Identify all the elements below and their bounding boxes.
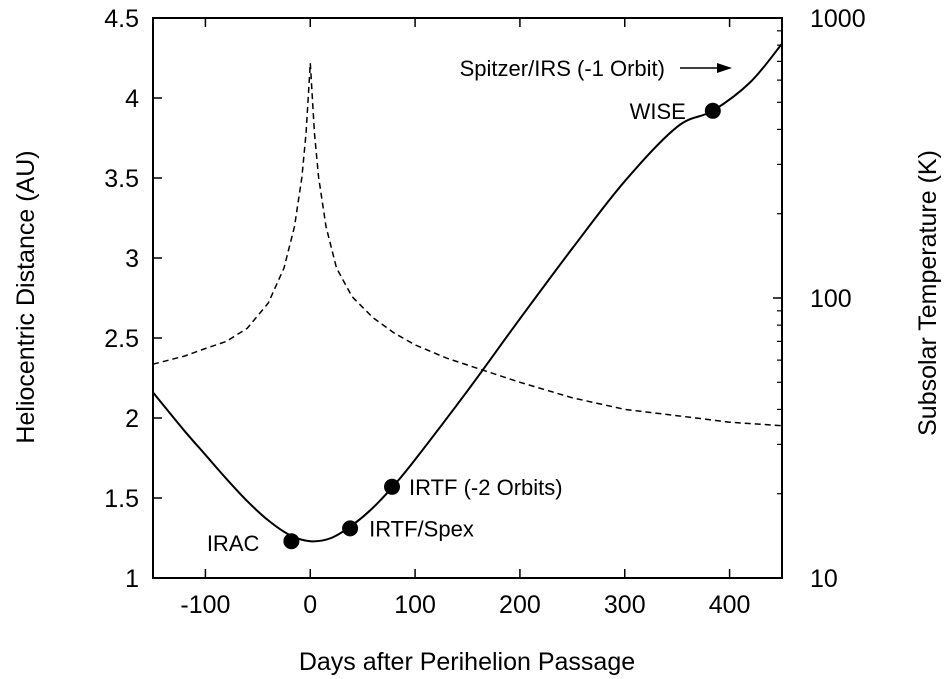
marker-irac bbox=[283, 533, 300, 550]
y2-tick-label: 10 bbox=[810, 565, 838, 593]
y2-tick-label: 100 bbox=[810, 285, 852, 313]
point-label: IRAC bbox=[207, 531, 260, 556]
y-tick-label: 1 bbox=[125, 565, 139, 593]
marker-wise bbox=[704, 102, 721, 119]
annotation-spitzer: Spitzer/IRS (-1 Orbit) bbox=[460, 56, 665, 81]
marker-irtf-spex bbox=[342, 520, 359, 537]
x-tick-label: 300 bbox=[604, 591, 646, 619]
x-tick-label: -100 bbox=[180, 591, 230, 619]
x-tick-label: 400 bbox=[709, 591, 751, 619]
y-tick-label: 4 bbox=[125, 85, 139, 113]
y-axis-label: Heliocentric Distance (AU) bbox=[12, 150, 40, 443]
ticks: -100 0 100 200 300 400 1 1.5 2 2.5 3 3.5 4 4.5 10 100 10… bbox=[104, 5, 865, 619]
annotation-arrow bbox=[680, 63, 732, 73]
y2-axis-label: Subsolar Temperature (K) bbox=[914, 150, 942, 436]
distance-curve bbox=[153, 42, 782, 543]
markers: IRAC IRTF/Spex IRTF (-2 Orbits) WISE bbox=[207, 99, 721, 556]
x-tick-label: 0 bbox=[303, 591, 317, 619]
point-label: IRTF (-2 Orbits) bbox=[409, 475, 563, 500]
x-axis-label: Days after Perihelion Passage bbox=[299, 648, 635, 676]
y2-tick-label: 1000 bbox=[810, 5, 866, 33]
x-tick-label: 100 bbox=[394, 591, 436, 619]
y-tick-label: 3 bbox=[125, 245, 139, 273]
marker-irtf-2-orbits bbox=[384, 478, 401, 495]
y-tick-label: 4.5 bbox=[104, 5, 139, 33]
point-label: IRTF/Spex bbox=[369, 516, 474, 541]
point-label: WISE bbox=[630, 99, 686, 124]
plot-lines bbox=[153, 42, 782, 543]
temperature-curve bbox=[153, 63, 782, 427]
y-tick-label: 1.5 bbox=[104, 485, 139, 513]
y-tick-label: 3.5 bbox=[104, 165, 139, 193]
y-tick-label: 2 bbox=[125, 405, 139, 433]
x-tick-label: 200 bbox=[499, 591, 541, 619]
y-tick-label: 2.5 bbox=[104, 325, 139, 353]
